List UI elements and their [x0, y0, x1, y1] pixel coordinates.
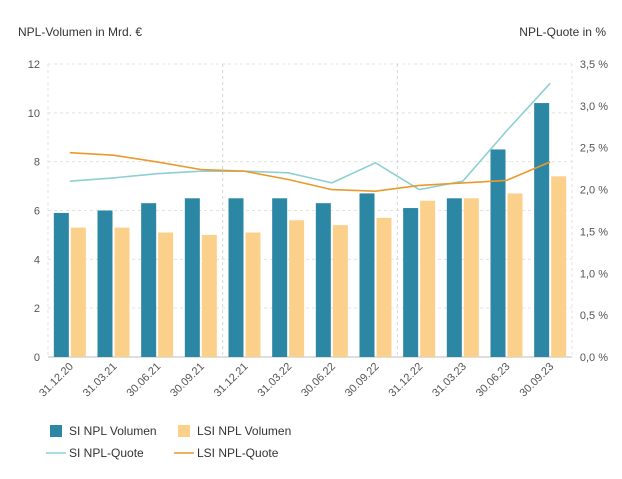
y-tick-label-left: 8: [34, 157, 40, 169]
legend-label: LSI NPL Volumen: [197, 424, 291, 438]
gridlines: [47, 63, 573, 358]
bar-lsi-volumen: [70, 227, 86, 357]
y-tick-label-right: 2,5 %: [580, 143, 608, 155]
legend-label: LSI NPL-Quote: [197, 446, 279, 460]
bars: [53, 103, 567, 357]
x-tick-label: 31.03.23: [430, 361, 469, 400]
bar-lsi-volumen: [376, 217, 392, 357]
line-si-npl-quote: [69, 82, 551, 191]
legend: SI NPL Volumen LSI NPL Volumen SI NPL-Quot…: [46, 424, 291, 460]
x-tick-label: 31.12.22: [387, 361, 426, 400]
y-tick-label-left: 6: [34, 206, 40, 218]
bar-lsi-volumen: [289, 220, 305, 357]
bar-lsi-volumen: [507, 193, 523, 357]
bar-lsi-volumen: [114, 227, 130, 357]
line-lsi-npl-quote: [69, 151, 551, 192]
bar-si-volumen: [184, 198, 200, 357]
y-tick-label-left: 4: [34, 254, 40, 266]
x-tick-label: 31.12.21: [212, 361, 251, 400]
y-tick-label-right: 3,5 %: [580, 59, 608, 71]
y-tick-label-right: 1,0 %: [580, 268, 608, 280]
bar-lsi-volumen: [463, 198, 479, 357]
bar-si-volumen: [272, 198, 288, 357]
x-tick-label: 30.09.23: [518, 361, 557, 400]
y-axis-title-right: NPL-Quote in %: [519, 25, 606, 39]
x-tick-label: 30.06.22: [299, 361, 338, 400]
bar-lsi-volumen: [551, 176, 567, 357]
bar-si-volumen: [97, 210, 113, 357]
bar-lsi-volumen: [201, 234, 217, 357]
bar-lsi-volumen: [158, 232, 174, 357]
x-tick-label: 31.03.22: [256, 361, 295, 400]
y-tick-label-left: 2: [34, 303, 40, 315]
bar-si-volumen: [359, 193, 375, 357]
bar-lsi-volumen: [332, 225, 348, 357]
legend-swatch-si-volumen: [50, 425, 62, 437]
x-tick-label: 30.09.22: [343, 361, 382, 400]
y-tick-label-right: 1,5 %: [580, 226, 608, 238]
bar-si-volumen: [141, 203, 157, 357]
bar-si-volumen: [228, 198, 244, 357]
legend-swatch-lsi-volumen: [178, 425, 190, 437]
y-tick-label-left: 10: [28, 108, 40, 120]
y-axis-title-left: NPL-Volumen in Mrd. €: [18, 25, 142, 39]
y-tick-label-right: 0,0 %: [580, 352, 608, 364]
y-tick-label-right: 3,0 %: [580, 101, 608, 113]
y-tick-label-left: 0: [34, 352, 40, 364]
x-tick-label: 31.12.20: [37, 361, 76, 400]
legend-label: SI NPL-Quote: [69, 446, 144, 460]
bar-si-volumen: [403, 208, 419, 357]
bar-si-volumen: [53, 212, 69, 357]
bar-si-volumen: [534, 103, 550, 357]
legend-label: SI NPL Volumen: [69, 424, 157, 438]
bar-lsi-volumen: [245, 232, 261, 357]
bar-si-volumen: [315, 203, 331, 357]
lines: [69, 82, 551, 192]
y-tick-label-right: 2,0 %: [580, 185, 608, 197]
x-tick-label: 31.03.21: [81, 361, 120, 400]
y-tick-label-left: 12: [28, 59, 40, 71]
x-tick-label: 30.06.23: [474, 361, 513, 400]
bar-lsi-volumen: [420, 200, 436, 357]
x-tick-label: 30.06.21: [125, 361, 164, 400]
x-tick-label: 30.09.21: [168, 361, 207, 400]
bar-si-volumen: [446, 198, 462, 357]
y-tick-label-right: 0,5 %: [580, 310, 608, 322]
bar-si-volumen: [490, 149, 506, 357]
